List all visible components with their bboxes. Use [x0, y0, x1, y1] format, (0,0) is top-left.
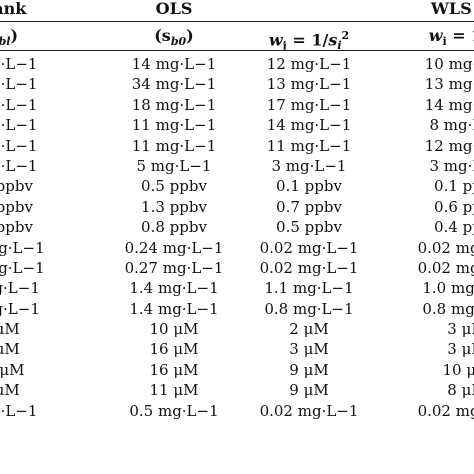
table-cell: 0.02 mg·L−1	[259, 401, 359, 420]
table-cell: 2 μM	[0, 320, 20, 339]
table-cell: 10 μM	[442, 360, 474, 379]
table-cell: .4 mg·L−1	[0, 279, 40, 298]
column-values-wls-variance: 12 mg·L−1 13 mg·L−1 17 mg·L−1 14 mg·L−1 …	[234, 54, 384, 421]
table-cell: 11 mg·L−1	[266, 136, 352, 155]
column-wls-variance: wi = 1/si2 12 mg·L−1 13 mg·L−1 17 mg·L−1…	[234, 0, 384, 421]
table-cell: 16 μM	[149, 360, 199, 379]
table-cell: 12 mg·L−1	[424, 136, 474, 155]
table-cell: 1.0 mg·L−1	[422, 279, 474, 298]
column-subheader-blank: (sbl)	[0, 26, 19, 49]
column-header-wls: WLS (sb	[430, 0, 474, 18]
table-cell: 9 mg·L−1	[0, 75, 38, 94]
column-values-ols: 14 mg·L−1 34 mg·L−1 18 mg·L−1 11 mg·L−1 …	[99, 54, 249, 421]
table-cell: 0.5 ppbv	[0, 197, 33, 216]
table-cell: 1.4 mg·L−1	[129, 299, 219, 318]
table-cell: 5 mg·L−1	[0, 136, 38, 155]
table-cell: 14 mg·L−1	[424, 95, 474, 114]
table-cell: 0.1 ppbv	[434, 177, 474, 196]
table-cell: 1.1 mg·L−1	[264, 279, 354, 298]
table-cell: 5 mg·L−1	[136, 156, 212, 175]
table-cell: 0.4 ppbv	[434, 218, 474, 237]
table-cell: 0.8 mg·L−1	[264, 299, 354, 318]
table-cell: 13 mg·L−1	[266, 75, 352, 94]
header-rule	[0, 21, 474, 22]
table-cell: 8 μM	[0, 381, 20, 400]
table-cell: 0.02 mg·L−1	[417, 258, 474, 277]
table-cell: 17 mg·L−1	[266, 95, 352, 114]
table-cell: 6 mg·L−1	[0, 55, 38, 73]
column-header-ols: OLS	[155, 0, 193, 18]
table-cell: 0.6 ppbv	[434, 197, 474, 216]
table-cell: 8 μM	[447, 381, 474, 400]
table-cell: 0.27 mg·L−1	[124, 258, 224, 277]
column-subheader-wls-x: wi = 1/x)	[428, 26, 474, 49]
table-cell: 34 mg·L−1	[131, 75, 217, 94]
table-cell: 0.5 mg·L−1	[129, 401, 219, 420]
table-cell: .8 mg·L−1	[0, 299, 40, 318]
column-ols: OLS (sb0) 14 mg·L−1 34 mg·L−1 18 mg·L−1 …	[99, 0, 249, 421]
table-cell: 10 mg·L−1	[424, 55, 474, 73]
table-cell: 0.5 ppbv	[141, 177, 207, 196]
table-cell: 9 mg·L−1	[0, 401, 38, 420]
table-cell: 3 mg·L−1	[429, 156, 474, 175]
column-subheader-wls-variance: wi = 1/si2	[268, 29, 350, 53]
table-cell: .02 mg·L−1	[0, 258, 45, 277]
table-cell: 11 mg·L−1	[131, 136, 217, 155]
table-cell: 0.5 ppbv	[276, 218, 342, 237]
table-cell: 1.4 mg·L−1	[129, 279, 219, 298]
table-cell: 8 mg·L−1	[0, 116, 38, 135]
table-cell: 10 μM	[149, 320, 199, 339]
table-cell: 3 mg·L−1	[271, 156, 347, 175]
column-subheader-ols: (sb0)	[154, 26, 194, 49]
table-cell: 0.02 mg·L−1	[417, 401, 474, 420]
table-cell: 0.8 ppbv	[141, 218, 207, 237]
table-cell: 9 μM	[289, 381, 329, 400]
table-cell: 3 μM	[447, 320, 474, 339]
table-cell: 0.2 ppbv	[0, 218, 33, 237]
table-cell: 16 μM	[149, 340, 199, 359]
table-cell: 0.02 mg·L−1	[259, 258, 359, 277]
table-cell: .01 mg·L−1	[0, 238, 45, 257]
table-cell: 11 mg·L−1	[131, 116, 217, 135]
subheader-rule	[0, 50, 474, 51]
table-cell: 2 μM	[289, 320, 329, 339]
column-values-blank: 6 mg·L−1 9 mg·L−1 9 mg·L−1 8 mg·L−1 5 mg…	[0, 54, 75, 421]
table-cell: 4 μM	[0, 340, 20, 359]
column-blank: Blank (sbl) 6 mg·L−1 9 mg·L−1 9 mg·L−1 8…	[0, 0, 75, 421]
table-cell: 14 mg·L−1	[131, 55, 217, 73]
table-cell: 11 μM	[149, 381, 199, 400]
table-cell: 10 μM	[0, 360, 25, 379]
table-cell: 0.8 mg·L−1	[422, 299, 474, 318]
table-cell: 0.24 mg·L−1	[124, 238, 224, 257]
table-cell: 12 mg·L−1	[266, 55, 352, 73]
table-cell: 8 mg·L−1	[429, 116, 474, 135]
table-cell: 0.1 ppbv	[276, 177, 342, 196]
table-cell: 18 mg·L−1	[131, 95, 217, 114]
table-cell: 3 mg·L−1	[0, 156, 38, 175]
table-cell: 3 μM	[447, 340, 474, 359]
table-cell: 0.2 ppbv	[0, 177, 33, 196]
column-wls-x: WLS (sb wi = 1/x) 10 mg·L−1 13 mg·L−1 14…	[392, 0, 474, 421]
table-cell: 3 μM	[289, 340, 329, 359]
table-cell: 0.02 mg·L−1	[417, 238, 474, 257]
table-cell: 0.7 ppbv	[276, 197, 342, 216]
column-values-wls-x: 10 mg·L−1 13 mg·L−1 14 mg·L−1 8 mg·L−1 1…	[392, 54, 474, 421]
table-cell: 9 mg·L−1	[0, 95, 38, 114]
table-cell: 13 mg·L−1	[424, 75, 474, 94]
table-cell: 9 μM	[289, 360, 329, 379]
column-header-wls-variance	[234, 0, 384, 21]
table-cell: 0.02 mg·L−1	[259, 238, 359, 257]
column-header-blank: Blank	[0, 0, 27, 18]
table-cell: 1.3 ppbv	[141, 197, 207, 216]
table-cell: 14 mg·L−1	[266, 116, 352, 135]
